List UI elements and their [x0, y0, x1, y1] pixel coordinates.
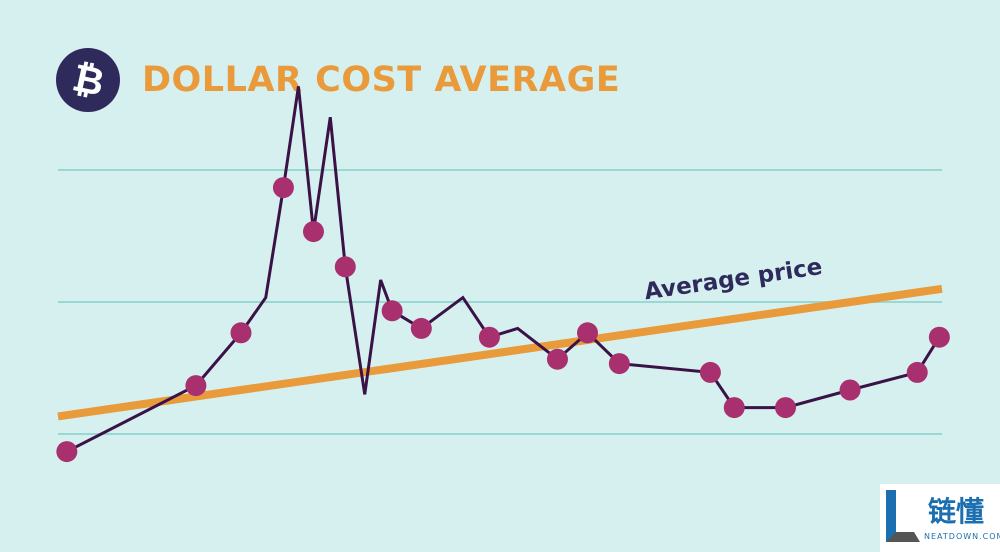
purchase-point — [839, 379, 861, 401]
purchase-point — [410, 317, 432, 339]
purchase-point — [478, 326, 500, 348]
annotation-layer: Average price — [643, 254, 824, 305]
purchase-point — [302, 221, 324, 243]
chart-header: ₿ DOLLAR COST AVERAGE — [56, 48, 620, 112]
purchase-point — [577, 322, 599, 344]
purchase-point — [272, 177, 294, 199]
chart-title: DOLLAR COST AVERAGE — [142, 60, 621, 100]
purchase-point — [546, 348, 568, 370]
purchase-point — [185, 375, 207, 397]
purchase-point — [723, 397, 745, 419]
purchase-point — [775, 397, 797, 419]
purchase-point — [56, 441, 78, 463]
purchase-point — [608, 353, 630, 375]
purchase-point — [334, 256, 356, 278]
neatdown-logo-icon — [886, 490, 920, 542]
average-price-line — [57, 284, 943, 421]
watermark-english-text: NEATDOWN.COM — [924, 532, 1000, 541]
purchase-point — [699, 361, 721, 383]
purchase-points — [56, 177, 950, 463]
average-line-layer — [57, 284, 943, 421]
grid-lines — [58, 169, 942, 435]
purchase-point — [381, 300, 403, 322]
purchase-point — [906, 361, 928, 383]
bitcoin-icon: ₿ — [56, 48, 120, 112]
watermark-chinese-text: 链懂 — [928, 495, 985, 528]
purchase-point — [928, 326, 950, 348]
purchase-point — [230, 322, 252, 344]
average-price-label: Average price — [643, 254, 824, 305]
watermark: 链懂 NEATDOWN.COM — [880, 484, 1000, 552]
